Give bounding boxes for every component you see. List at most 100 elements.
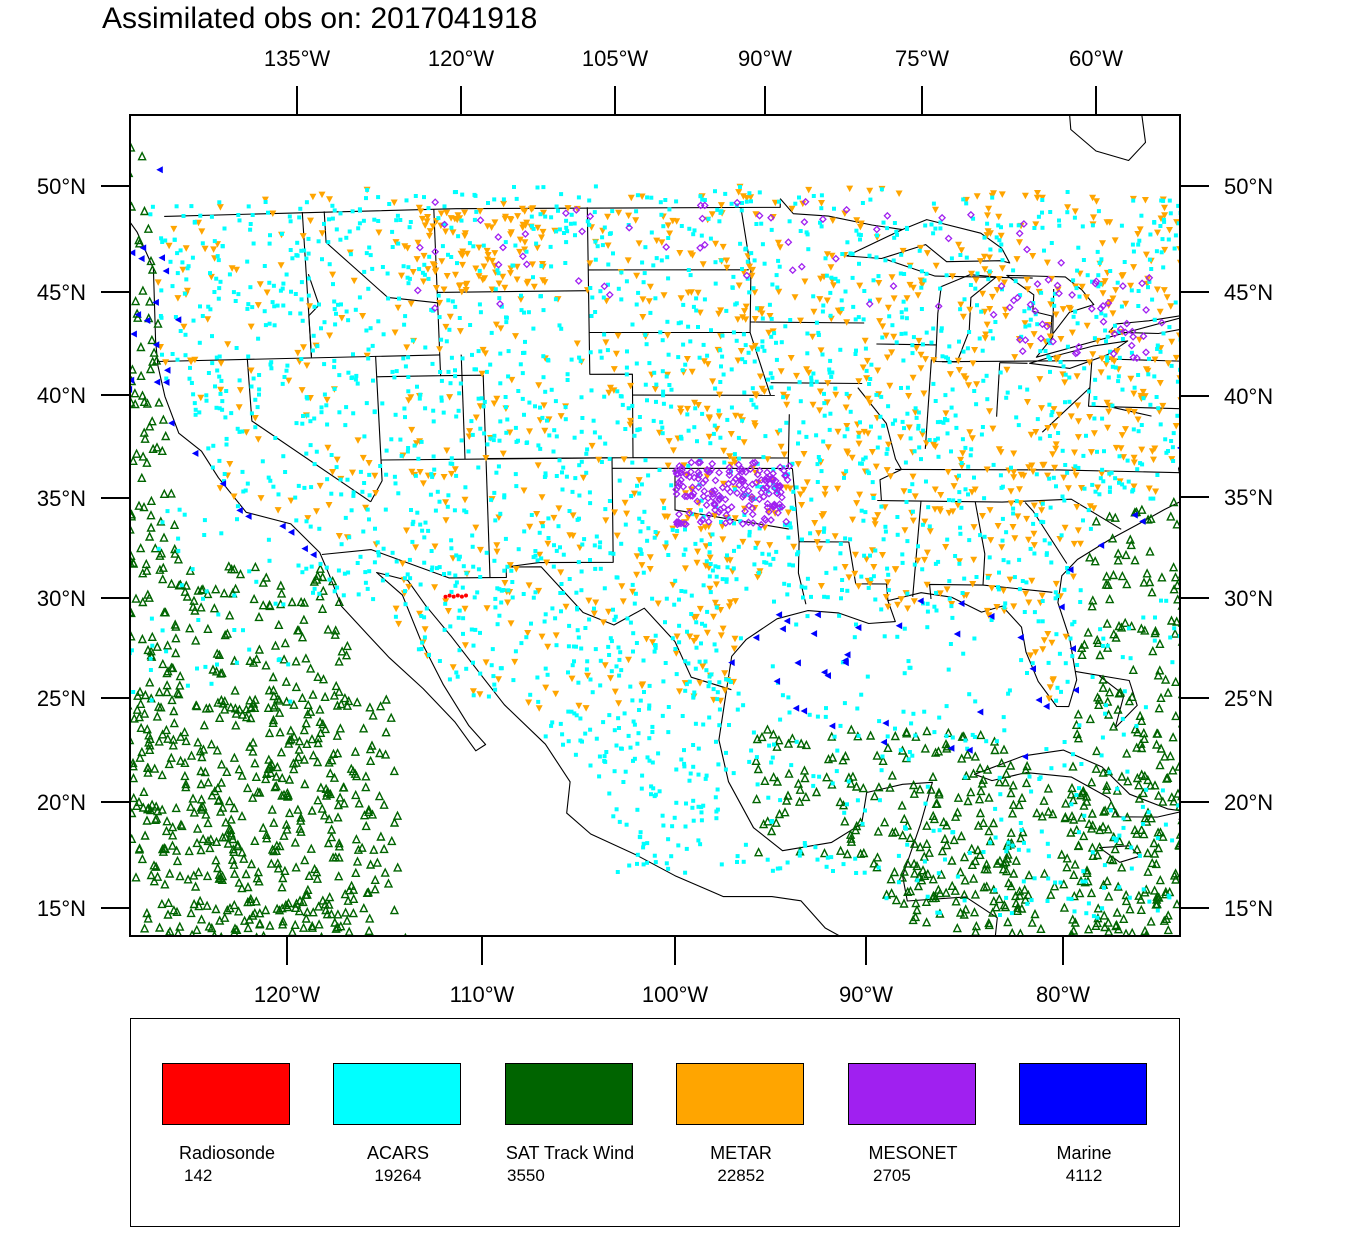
metar-marker bbox=[530, 283, 538, 291]
acars-marker bbox=[751, 286, 756, 291]
metar-marker bbox=[329, 469, 337, 476]
acars-marker bbox=[368, 326, 373, 331]
sat-track-wind-marker bbox=[155, 564, 165, 574]
sat-track-wind-marker bbox=[840, 816, 850, 826]
acars-marker bbox=[665, 255, 670, 260]
metar-marker bbox=[1028, 577, 1036, 585]
metar-marker bbox=[997, 232, 1005, 240]
metar-marker bbox=[1112, 444, 1120, 452]
metar-marker bbox=[985, 612, 993, 619]
acars-marker bbox=[1328, 373, 1332, 377]
metar-marker bbox=[1166, 227, 1173, 234]
sat-track-wind-marker bbox=[1104, 511, 1115, 521]
metar-marker bbox=[958, 247, 965, 254]
acars-marker bbox=[914, 415, 919, 420]
sat-track-wind-marker bbox=[1146, 813, 1156, 823]
acars-marker bbox=[676, 843, 681, 848]
metar-marker bbox=[986, 306, 994, 313]
acars-marker bbox=[935, 436, 940, 441]
acars-marker bbox=[1211, 331, 1215, 335]
sat-track-wind-marker bbox=[99, 218, 106, 225]
acars-marker bbox=[559, 609, 563, 614]
sat-track-wind-marker bbox=[229, 899, 239, 910]
acars-marker bbox=[700, 621, 704, 626]
acars-marker bbox=[1109, 470, 1114, 475]
acars-marker bbox=[775, 285, 780, 290]
acars-marker bbox=[962, 297, 967, 302]
metar-marker bbox=[851, 570, 859, 578]
acars-marker bbox=[1065, 566, 1070, 570]
acars-marker bbox=[208, 307, 213, 312]
acars-marker bbox=[724, 577, 729, 582]
metar-marker bbox=[836, 309, 844, 316]
metar-marker bbox=[480, 263, 488, 270]
acars-marker bbox=[953, 554, 958, 558]
acars-marker bbox=[1219, 356, 1223, 360]
acars-marker bbox=[679, 224, 684, 228]
acars-marker bbox=[204, 393, 209, 398]
acars-marker bbox=[1146, 285, 1150, 290]
acars-marker bbox=[1273, 325, 1277, 329]
acars-marker bbox=[886, 404, 891, 409]
metar-marker bbox=[1029, 468, 1037, 475]
acars-marker bbox=[999, 225, 1003, 230]
acars-marker bbox=[293, 495, 298, 500]
acars-marker bbox=[212, 290, 217, 294]
acars-marker bbox=[1094, 314, 1099, 319]
acars-marker bbox=[163, 238, 168, 243]
acars-marker bbox=[1078, 600, 1083, 604]
acars-marker bbox=[829, 855, 834, 860]
acars-marker bbox=[686, 268, 691, 272]
metar-marker bbox=[875, 280, 883, 287]
acars-marker bbox=[492, 490, 497, 495]
acars-marker bbox=[901, 358, 906, 363]
acars-marker bbox=[699, 498, 704, 503]
acars-marker bbox=[788, 525, 793, 530]
sat-track-wind-marker bbox=[134, 234, 144, 245]
acars-marker bbox=[600, 243, 605, 248]
acars-marker bbox=[1235, 340, 1239, 344]
acars-marker bbox=[614, 664, 619, 669]
sat-track-wind-marker bbox=[220, 912, 230, 922]
metar-marker bbox=[805, 186, 813, 194]
metar-marker bbox=[170, 225, 178, 233]
acars-marker bbox=[636, 731, 641, 736]
acars-marker bbox=[653, 633, 658, 638]
sat-track-wind-marker bbox=[243, 922, 253, 933]
acars-marker bbox=[1028, 317, 1033, 322]
sat-track-wind-marker bbox=[333, 812, 343, 822]
acars-marker bbox=[251, 241, 256, 246]
acars-marker bbox=[732, 548, 736, 553]
metar-marker bbox=[843, 319, 851, 326]
sat-track-wind-marker bbox=[269, 817, 279, 827]
metar-marker bbox=[1257, 239, 1264, 246]
acars-marker bbox=[804, 434, 809, 439]
sat-track-wind-marker bbox=[1142, 568, 1152, 578]
acars-marker bbox=[940, 354, 945, 359]
sat-track-wind-marker bbox=[1153, 790, 1164, 800]
acars-marker bbox=[495, 268, 500, 273]
acars-marker bbox=[441, 410, 446, 415]
acars-marker bbox=[939, 328, 944, 333]
acars-marker bbox=[664, 596, 669, 601]
sat-track-wind-marker bbox=[933, 746, 944, 756]
acars-marker bbox=[381, 332, 386, 337]
acars-marker bbox=[454, 670, 459, 675]
sat-track-wind-marker bbox=[286, 734, 296, 744]
acars-marker bbox=[738, 184, 742, 189]
sat-track-wind-marker bbox=[1191, 599, 1198, 606]
acars-marker bbox=[524, 635, 529, 640]
acars-marker bbox=[1067, 375, 1072, 380]
sat-track-wind-marker bbox=[95, 464, 102, 471]
acars-marker bbox=[674, 672, 679, 677]
metar-marker bbox=[1105, 408, 1113, 416]
sat-track-wind-marker bbox=[1217, 380, 1224, 387]
acars-marker bbox=[304, 200, 309, 205]
acars-marker bbox=[744, 586, 749, 591]
acars-marker bbox=[482, 399, 487, 404]
sat-track-wind-marker bbox=[108, 222, 115, 229]
acars-marker bbox=[357, 295, 362, 300]
acars-marker bbox=[332, 365, 337, 370]
sat-track-wind-marker bbox=[188, 601, 198, 611]
metar-marker bbox=[894, 601, 902, 609]
